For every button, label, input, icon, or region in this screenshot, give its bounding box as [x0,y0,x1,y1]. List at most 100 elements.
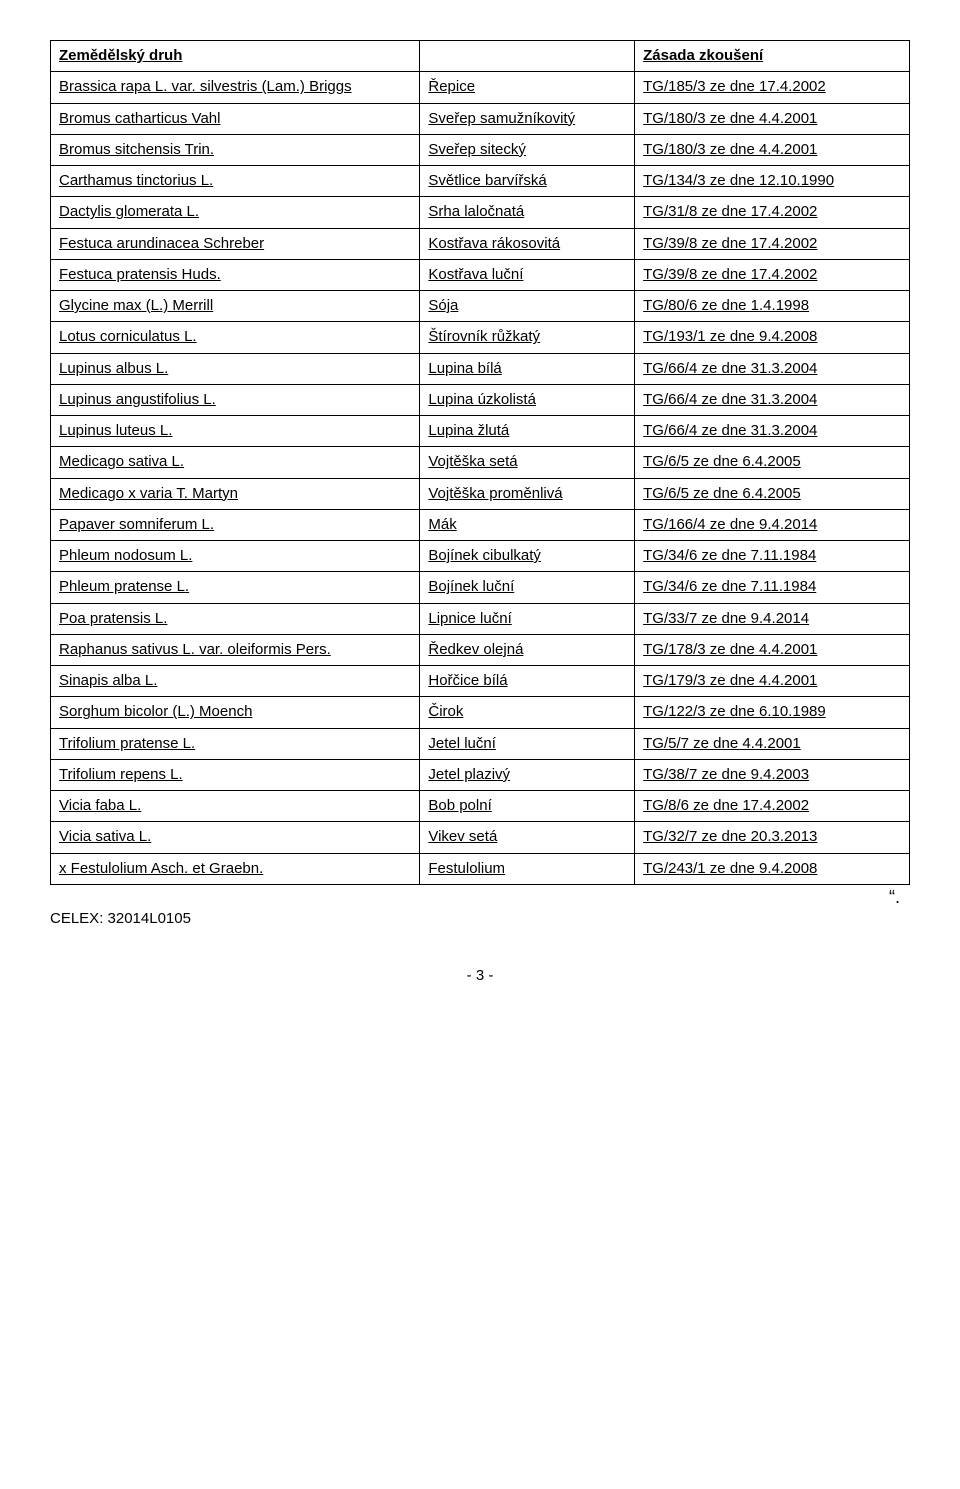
species-common: Srha laločnatá [428,203,524,220]
species-common: Vikev setá [428,828,497,845]
guideline-ref: TG/6/5 ze dne 6.4.2005 [643,485,801,502]
species-latin: Bromus catharticus Vahl [59,110,220,127]
species-common: Bojínek luční [428,578,514,595]
species-common: Vojtěška setá [428,453,517,470]
species-latin: Sinapis alba L. [59,672,157,689]
species-common: Sveřep sitecký [428,141,526,158]
species-latin: Phleum pratense L. [59,578,189,595]
species-latin: Poa pratensis L. [59,610,167,627]
guideline-ref: TG/193/1 ze dne 9.4.2008 [643,328,817,345]
species-latin: Medicago x varia T. Martyn [59,485,238,502]
species-common: Bob polní [428,797,491,814]
species-latin: Lotus corniculatus L. [59,328,197,345]
species-common: Festulolium [428,860,505,877]
guideline-ref: TG/34/6 ze dne 7.11.1984 [643,578,816,595]
table-row: Trifolium repens L.Jetel plazivýTG/38/7 … [51,759,910,790]
guideline-ref: TG/38/7 ze dne 9.4.2003 [643,766,809,783]
guideline-ref: TG/6/5 ze dne 6.4.2005 [643,453,801,470]
guideline-ref: TG/178/3 ze dne 4.4.2001 [643,641,817,658]
species-latin: Lupinus albus L. [59,360,168,377]
guideline-ref: TG/166/4 ze dne 9.4.2014 [643,516,817,533]
table-row: Vicia sativa L.Vikev setáTG/32/7 ze dne … [51,822,910,853]
species-common: Mák [428,516,456,533]
species-common: Bojínek cibulkatý [428,547,541,564]
species-common: Lupina bílá [428,360,501,377]
table-row: Festuca arundinacea SchreberKostřava rák… [51,228,910,259]
species-latin: Lupinus angustifolius L. [59,391,216,408]
header-col1: Zemědělský druh [59,47,182,64]
table-row: Sorghum bicolor (L.) Moench Čirok TG/122/3… [51,697,910,728]
species-latin: Trifolium pratense L. [59,735,195,752]
table-row: Bromus sitchensis Trin. Sveřep sitecký TG/… [51,134,910,165]
table-row: Carthamus tinctorius L.Světlice barvířsk… [51,166,910,197]
table-row: Trifolium pratense L.Jetel lučníTG/5/7 z… [51,728,910,759]
species-common: Čirok [428,703,463,720]
species-common: Sója [428,297,458,314]
table-row: Vicia faba L.Bob polníTG/8/6 ze dne 17.4… [51,791,910,822]
table-row: Lupinus albus L. Lupina bílá TG/66/4 ze dn… [51,353,910,384]
species-latin: x Festulolium Asch. et Graebn. [59,860,263,877]
table-row: Lupinus luteus L. Lupina žlutá TG/66/4 ze … [51,416,910,447]
page-number: - 3 - [50,967,910,984]
species-latin: Bromus sitchensis Trin. [59,141,214,158]
table-row: Medicago x varia T. Martyn Vojtěška promě… [51,478,910,509]
guideline-ref: TG/180/3 ze dne 4.4.2001 [643,110,817,127]
guideline-ref: TG/31/8 ze dne 17.4.2002 [643,203,817,220]
guideline-ref: TG/80/6 ze dne 1.4.1998 [643,297,809,314]
species-latin: Brassica rapa L. var. silvestris (Lam.) … [59,78,352,95]
table-row: Lupinus angustifolius L. Lupina úzkolistá… [51,384,910,415]
guideline-ref: TG/122/3 ze dne 6.10.1989 [643,703,826,720]
guideline-ref: TG/66/4 ze dne 31.3.2004 [643,422,817,439]
species-latin: Lupinus luteus L. [59,422,172,439]
species-common: Ředkev olejná [428,641,523,658]
table-row: Papaver somniferum L. Mák TG/166/4 ze dne … [51,509,910,540]
table-row: Sinapis alba L. Hořčice bílá TG/179/3 ze d… [51,666,910,697]
species-common: Kostřava rákosovitá [428,235,560,252]
species-latin: Sorghum bicolor (L.) Moench [59,703,252,720]
species-latin: Festuca pratensis Huds. [59,266,221,283]
species-common: Vojtěška proměnlivá [428,485,562,502]
species-common: Štírovník růžkatý [428,328,540,345]
table-row: Glycine max (L.) Merrill Sója TG/80/6 ze d… [51,291,910,322]
table-row: x Festulolium Asch. et Graebn. Festuloliu… [51,853,910,884]
species-common: Světlice barvířská [428,172,546,189]
table-row: Bromus catharticus VahlSveřep samužníkov… [51,103,910,134]
species-latin: Papaver somniferum L. [59,516,214,533]
species-common: Lipnice luční [428,610,511,627]
species-common: Řepice [428,78,475,95]
species-common: Lupina žlutá [428,422,509,439]
species-common: Jetel plazivý [428,766,510,783]
guideline-ref: TG/5/7 ze dne 4.4.2001 [643,735,801,752]
species-common: Lupina úzkolistá [428,391,536,408]
guideline-ref: TG/243/1 ze dne 9.4.2008 [643,860,817,877]
guideline-ref: TG/33/7 ze dne 9.4.2014 [643,610,809,627]
table-row: Dactylis glomerata L.Srha laločnatáTG/31… [51,197,910,228]
table-row: Poa pratensis L. Lipnice luční TG/33/7 ze … [51,603,910,634]
closing-quote: “. [50,885,910,908]
table-row: Brassica rapa L. var. silvestris (Lam.) … [51,72,910,103]
guideline-ref: TG/134/3 ze dne 12.10.1990 [643,172,834,189]
guideline-ref: TG/66/4 ze dne 31.3.2004 [643,360,817,377]
table-row: Phleum nodosum L. Bojínek cibulkatý TG/34/… [51,541,910,572]
species-latin: Glycine max (L.) Merrill [59,297,213,314]
guideline-ref: TG/179/3 ze dne 4.4.2001 [643,672,817,689]
table-header-row: Zemědělský druh Zásada zkoušení [51,41,910,72]
table-row: Raphanus sativus L. var. oleiformis Pers… [51,634,910,665]
guideline-ref: TG/39/8 ze dne 17.4.2002 [643,235,817,252]
species-table: Zemědělský druh Zásada zkoušení Brassica… [50,40,910,885]
table-row: Phleum pratense L. Bojínek luční TG/34/6 z… [51,572,910,603]
guideline-ref: TG/34/6 ze dne 7.11.1984 [643,547,816,564]
guideline-ref: TG/8/6 ze dne 17.4.2002 [643,797,809,814]
table-row: Lotus corniculatus L. Štírovník růžkatý TG… [51,322,910,353]
table-row: Festuca pratensis Huds. Kostřava luční TG/… [51,259,910,290]
guideline-ref: TG/66/4 ze dne 31.3.2004 [643,391,817,408]
guideline-ref: TG/180/3 ze dne 4.4.2001 [643,141,817,158]
guideline-ref: TG/39/8 ze dne 17.4.2002 [643,266,817,283]
species-latin: Raphanus sativus L. var. oleiformis Pers… [59,641,331,658]
species-common: Hořčice bílá [428,672,507,689]
table-row: Medicago sativa L.Vojtěška setáTG/6/5 ze… [51,447,910,478]
header-col3: Zásada zkoušení [643,47,763,64]
species-common: Kostřava luční [428,266,523,283]
species-latin: Phleum nodosum L. [59,547,192,564]
guideline-ref: TG/185/3 ze dne 17.4.2002 [643,78,826,95]
